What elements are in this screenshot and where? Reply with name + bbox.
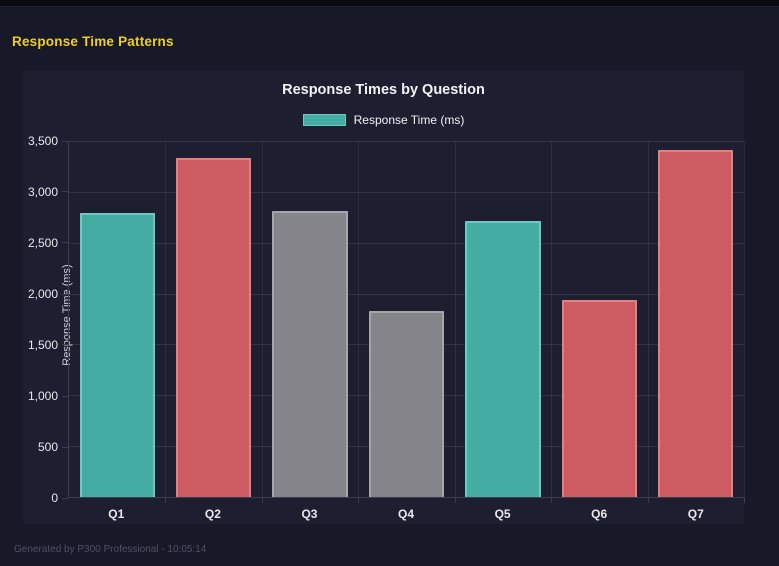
x-tick-mark xyxy=(647,497,649,503)
y-tick-mark xyxy=(62,344,68,346)
x-tick-mark xyxy=(454,497,456,503)
x-axis-label: Q5 xyxy=(494,507,511,521)
x-axis-label: Q2 xyxy=(204,507,221,521)
bar-q3[interactable] xyxy=(272,211,348,497)
bar-q4[interactable] xyxy=(368,310,445,497)
bar-q6[interactable] xyxy=(561,299,637,497)
bar-q1[interactable] xyxy=(79,213,155,497)
chart-panel: Response Times by Question Response Time… xyxy=(23,71,745,524)
bar-column xyxy=(262,141,358,497)
gridline-vertical xyxy=(454,141,456,497)
x-tick-mark xyxy=(744,497,745,503)
x-tick-mark xyxy=(165,497,167,503)
bar-column xyxy=(69,141,165,497)
bar-column xyxy=(358,141,454,497)
bar-q7[interactable] xyxy=(658,150,734,497)
x-axis-label: Q1 xyxy=(108,507,125,521)
y-tick-mark xyxy=(62,293,68,295)
x-axis-label: Q7 xyxy=(687,507,704,521)
x-tick-mark xyxy=(358,497,360,503)
bars-row xyxy=(69,141,744,497)
plot-area xyxy=(68,141,745,503)
y-tick-mark xyxy=(62,242,68,244)
x-tick-mark xyxy=(551,497,553,503)
gridline-horizontal xyxy=(69,191,744,193)
y-tick-label: 2,000 xyxy=(27,287,58,301)
chart-title: Response Times by Question xyxy=(282,82,485,98)
y-tick-mark xyxy=(62,140,68,142)
x-axis-label: Q6 xyxy=(591,507,608,521)
gridline-vertical xyxy=(551,141,553,497)
y-tick-label: 3,000 xyxy=(27,185,58,199)
legend-label: Response Time (ms) xyxy=(353,113,465,127)
footer-note: Generated by P300 Professional - 10:05:1… xyxy=(14,544,207,555)
gridline-horizontal xyxy=(69,242,744,244)
gridline-vertical xyxy=(261,141,263,497)
y-tick-label: 3,500 xyxy=(27,134,58,148)
y-tick-mark xyxy=(62,191,68,193)
bar-q5[interactable] xyxy=(465,221,541,497)
x-axis-label: Q3 xyxy=(301,507,318,521)
y-tick-label: 1,500 xyxy=(27,338,58,352)
chart-legend-item[interactable]: Response Time (ms) xyxy=(23,113,744,127)
page-title: Response Time Patterns xyxy=(12,34,174,49)
bar-column xyxy=(455,141,551,497)
gridline-vertical xyxy=(647,141,649,497)
x-axis-labels: Q1 Q2 Q3 Q4 Q5 Q6 Q7 xyxy=(68,507,744,523)
bar-q2[interactable] xyxy=(176,158,252,497)
x-tick-mark xyxy=(261,497,263,503)
gridline-vertical xyxy=(744,141,745,497)
y-tick-label: 1,000 xyxy=(27,389,58,403)
y-tick-label: 0 xyxy=(51,491,58,505)
y-tick-mark xyxy=(62,497,68,499)
gridline-vertical xyxy=(358,141,360,497)
y-tick-mark xyxy=(62,395,68,397)
x-axis-label: Q4 xyxy=(398,507,415,521)
y-tick-label: 500 xyxy=(37,440,58,454)
window-top-bar xyxy=(0,0,779,7)
gridline-vertical xyxy=(165,141,167,497)
y-tick-label: 2,500 xyxy=(27,236,58,250)
gridline-horizontal xyxy=(69,141,744,142)
bar-column xyxy=(648,141,744,497)
legend-swatch-icon xyxy=(302,114,346,126)
bar-column xyxy=(165,141,261,497)
bar-column xyxy=(551,141,647,497)
gridline-horizontal xyxy=(69,293,744,295)
y-axis-ticks: 0 500 1,000 1,500 2,000 2,500 3,000 3,500 xyxy=(23,134,68,505)
y-tick-mark xyxy=(62,446,68,448)
